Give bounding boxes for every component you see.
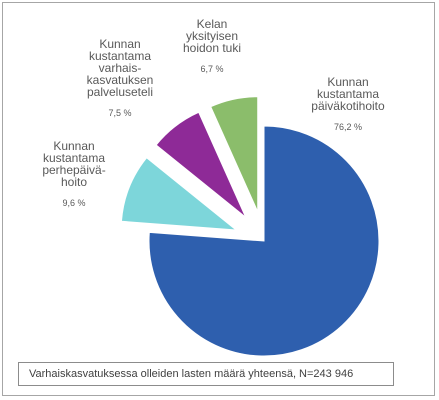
slice-label-line: perhepäivä- (42, 163, 105, 177)
pie-slice-1 (148, 125, 380, 357)
slice-value-label: 9,6 % (62, 198, 85, 208)
slice-value-label: 6,7 % (200, 64, 223, 74)
chart-note-text: Varhaiskasvatuksessa olleiden lasten mää… (29, 368, 354, 380)
slice-label-line: yksityisen (186, 29, 238, 43)
pie-slice-2 (120, 157, 238, 231)
slice-label-line: Kunnan (99, 37, 140, 51)
slice-value-label: 7,5 % (108, 108, 131, 118)
slice-label-line: Kunnan (327, 75, 368, 89)
slice-value-label: 76,2 % (334, 122, 362, 132)
slice-label-line: kustantama (317, 87, 379, 101)
slice-label-line: varhais- (99, 61, 142, 75)
slice-label-line: Kunnan (53, 139, 94, 153)
slice-label-line: hoidon tuki (183, 41, 241, 55)
pie-slice-4 (210, 96, 259, 212)
slice-label-line: hoito (61, 175, 87, 189)
chart-note: Varhaiskasvatuksessa olleiden lasten mää… (18, 362, 394, 386)
slice-label-line: kustantama (43, 151, 105, 165)
pie-slice-3 (155, 111, 247, 218)
slice-label-line: kustantama (89, 49, 151, 63)
slice-label-line: päiväkotihoito (311, 99, 385, 113)
slice-label-line: palveluseteli (87, 85, 153, 99)
slice-label-line: kasvatuksen (87, 73, 154, 87)
slice-label-3: Kunnankustantamavarhais-kasvatuksenpalve… (87, 37, 154, 118)
slice-label-line: Kelan (197, 17, 228, 31)
